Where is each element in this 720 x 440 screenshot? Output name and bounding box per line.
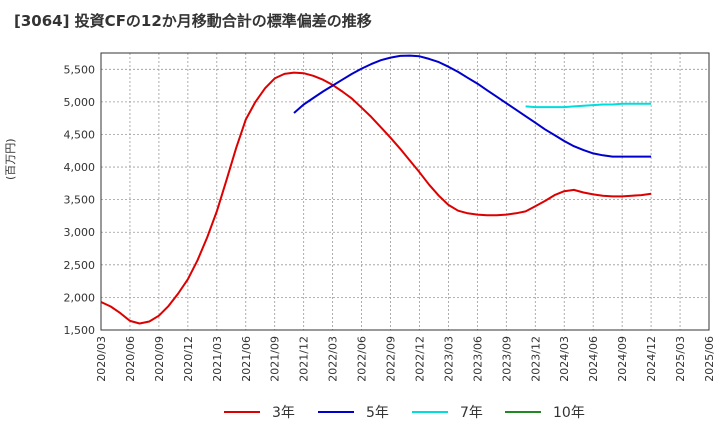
y-tick-label: 4,500 [64, 128, 96, 141]
plot-background [101, 53, 709, 330]
y-tick-label: 1,500 [64, 324, 96, 337]
legend-swatch-10y [505, 411, 541, 413]
x-tick-label: 2020/03 [95, 336, 108, 382]
x-tick-label: 2023/03 [442, 336, 455, 382]
legend-item-10y[interactable]: 10年 [505, 400, 585, 424]
x-tick-label: 2023/09 [500, 336, 513, 382]
x-tick-label: 2020/06 [124, 336, 137, 382]
legend-swatch-5y [318, 411, 354, 413]
y-tick-label: 2,000 [64, 291, 96, 304]
x-tick-label: 2020/12 [182, 336, 195, 382]
chart-title: [3064] 投資CFの12か月移動合計の標準偏差の推移 [14, 12, 372, 30]
x-tick-label: 2021/06 [240, 336, 253, 382]
series-line-0 [100, 71, 652, 325]
legend-item-7y[interactable]: 7年 [412, 400, 483, 424]
x-tick-label: 2024/12 [645, 336, 658, 382]
legend-item-3y[interactable]: 3年 [224, 400, 295, 424]
x-tick-label: 2021/09 [269, 336, 282, 382]
x-tick-label: 2024/09 [616, 336, 629, 382]
series-line-2 [525, 102, 652, 109]
x-tick-label: 2025/06 [703, 336, 716, 382]
y-tick-label: 5,500 [64, 63, 96, 76]
x-tick-label: 2024/06 [587, 336, 600, 382]
legend-label-10y: 10年 [553, 405, 585, 421]
legend-label-7y: 7年 [460, 405, 483, 421]
legend-item-5y[interactable]: 5年 [318, 400, 389, 424]
x-tick-label: 2022/12 [413, 336, 426, 382]
legend: 3年 5年 7年 10年 [0, 400, 720, 424]
x-tick-label: 2023/06 [471, 336, 484, 382]
legend-swatch-7y [412, 411, 448, 413]
x-tick-labels: 2020/03 2020/06 2020/09 2020/12 2021/03 2021/… [95, 336, 716, 382]
y-tick-label: 2,500 [64, 259, 96, 272]
legend-label-3y: 3年 [272, 405, 295, 421]
x-tick-label: 2024/03 [558, 336, 571, 382]
y-tick-label: 3,500 [64, 194, 96, 207]
x-tick-label: 2021/03 [211, 336, 224, 382]
x-tick-label: 2022/09 [385, 336, 398, 382]
chart-plot: 1,500 2,000 2,500 3,000 3,500 4,000 4,500 5,000… [64, 52, 716, 382]
series-lines [100, 54, 652, 325]
y-tick-label: 5,000 [64, 96, 96, 109]
x-tick-label: 2020/09 [153, 336, 166, 382]
legend-swatch-3y [224, 411, 260, 413]
y-tick-label: 4,000 [64, 161, 96, 174]
plot-frame [100, 52, 710, 331]
x-tick-label: 2025/03 [674, 336, 687, 382]
y-tick-label: 3,000 [64, 226, 96, 239]
series-line-1 [293, 54, 652, 158]
x-tick-label: 2022/03 [327, 336, 340, 382]
y-tick-labels: 1,500 2,000 2,500 3,000 3,500 4,000 4,500 5,000… [64, 63, 96, 337]
x-tick-label: 2022/06 [356, 336, 369, 382]
x-tick-label: 2021/12 [298, 336, 311, 382]
x-tick-label: 2023/12 [529, 336, 542, 382]
legend-label-5y: 5年 [366, 405, 389, 421]
